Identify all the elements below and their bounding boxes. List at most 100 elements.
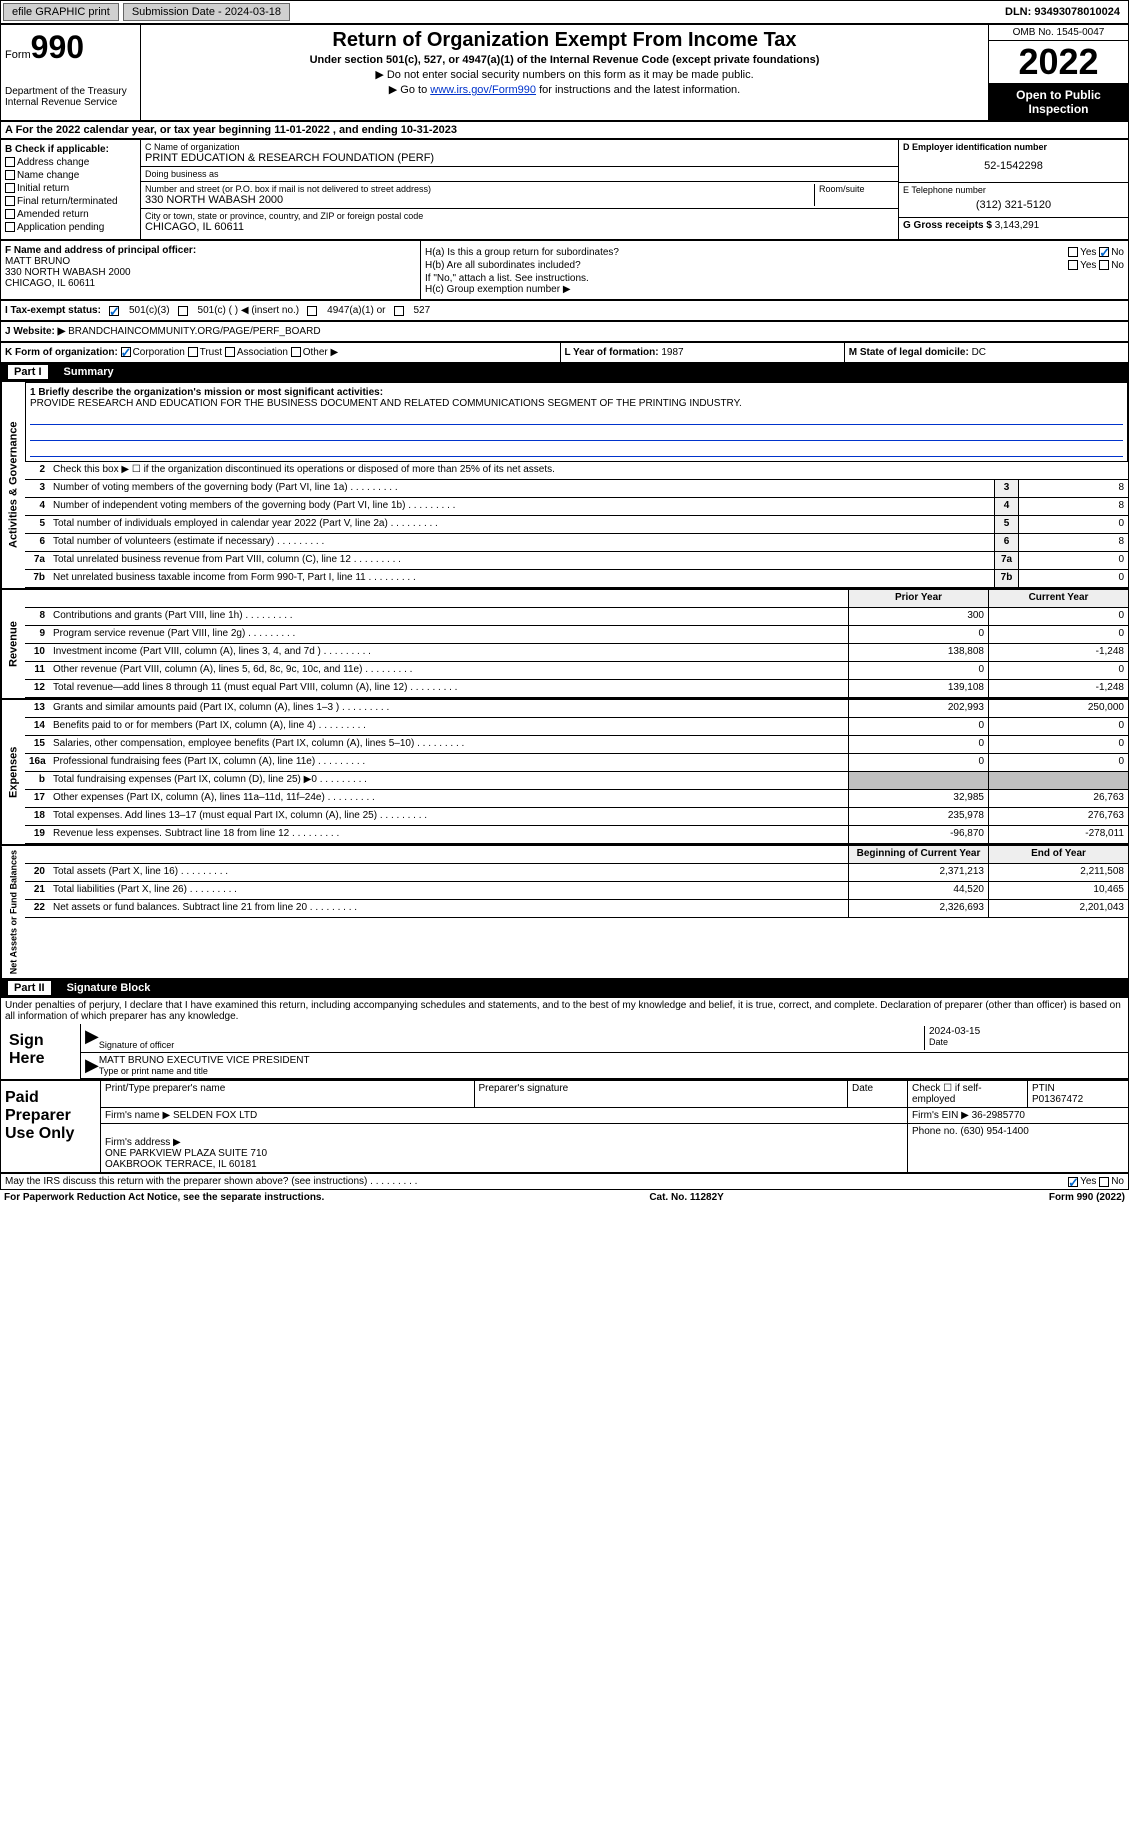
col-m: M State of legal domicile: DC — [845, 343, 1128, 362]
row-desc: Grants and similar amounts paid (Part IX… — [49, 700, 848, 717]
cb-corp[interactable] — [121, 347, 131, 357]
fin-row: 22 Net assets or fund balances. Subtract… — [25, 900, 1128, 918]
gov-row: 7a Total unrelated business revenue from… — [25, 552, 1128, 570]
cb-501c[interactable] — [178, 306, 188, 316]
row-desc: Total assets (Part X, line 16) — [49, 864, 848, 881]
prior-val: 138,808 — [848, 644, 988, 661]
row-num: 21 — [25, 882, 49, 899]
row-num: 19 — [25, 826, 49, 843]
cb-assoc[interactable] — [225, 347, 235, 357]
efile-print-button[interactable]: efile GRAPHIC print — [3, 3, 119, 21]
instr2-pre: ▶ Go to — [389, 84, 430, 96]
summary-governance: Activities & Governance 1 Briefly descri… — [0, 381, 1129, 589]
fin-desc-blank — [49, 590, 848, 607]
part1-title: Summary — [64, 366, 114, 378]
fin-row: 11 Other revenue (Part VIII, column (A),… — [25, 662, 1128, 680]
paid-preparer-row: Paid Preparer Use Only Print/Type prepar… — [0, 1080, 1129, 1173]
curr-val: 0 — [988, 754, 1128, 771]
cb-name-change[interactable]: Name change — [5, 170, 136, 181]
cb-501c3[interactable] — [109, 306, 119, 316]
hb-label: H(b) Are all subordinates included? — [425, 260, 581, 271]
instruction-2: ▶ Go to www.irs.gov/Form990 for instruct… — [145, 83, 984, 96]
row-numcol: 3 — [994, 480, 1018, 497]
ha-label: H(a) Is this a group return for subordin… — [425, 247, 619, 258]
website-val: BRANDCHAINCOMMUNITY.ORG/PAGE/PERF_BOARD — [68, 326, 320, 337]
hb-yes-checkbox[interactable] — [1068, 260, 1078, 270]
prior-val: 2,371,213 — [848, 864, 988, 881]
row-num: 7b — [25, 570, 49, 587]
cb-address-change[interactable]: Address change — [5, 157, 136, 168]
cb-other[interactable] — [291, 347, 301, 357]
l-label: L Year of formation: — [565, 347, 659, 358]
row-desc: Total unrelated business revenue from Pa… — [49, 552, 994, 569]
rev-content: Prior Year Current Year 8 Contributions … — [25, 590, 1128, 698]
dba-label: Doing business as — [145, 169, 894, 179]
org-name-cell: C Name of organization PRINT EDUCATION &… — [141, 140, 898, 167]
cb-4947[interactable] — [307, 306, 317, 316]
city-val: CHICAGO, IL 60611 — [145, 221, 894, 233]
gov-row: 7b Net unrelated business taxable income… — [25, 570, 1128, 588]
form-990: 990 — [31, 29, 84, 65]
m-val: DC — [972, 347, 986, 358]
i-label: I Tax-exempt status: — [5, 305, 101, 316]
col-c: C Name of organization PRINT EDUCATION &… — [141, 140, 898, 239]
curr-val: 2,201,043 — [988, 900, 1128, 917]
curr-val: 10,465 — [988, 882, 1128, 899]
curr-val — [988, 772, 1128, 789]
fin-row: b Total fundraising expenses (Part IX, c… — [25, 772, 1128, 790]
no-label: No — [1111, 247, 1124, 258]
ein-label: D Employer identification number — [903, 142, 1124, 152]
k-label: K Form of organization: — [5, 347, 118, 358]
ha-yes-checkbox[interactable] — [1068, 247, 1078, 257]
firm-name: SELDEN FOX LTD — [173, 1110, 257, 1121]
form-header: Form990 Department of the Treasury Inter… — [0, 24, 1129, 121]
part1-header: Part I Summary — [0, 363, 1129, 381]
cb-527[interactable] — [394, 306, 404, 316]
row-numcol: 6 — [994, 534, 1018, 551]
city-label: City or town, state or province, country… — [145, 211, 894, 221]
summary-expenses: Expenses 13 Grants and similar amounts p… — [0, 699, 1129, 845]
cb-initial-return[interactable]: Initial return — [5, 183, 136, 194]
cb-application-pending[interactable]: Application pending — [5, 222, 136, 233]
cb-final-return[interactable]: Final return/terminated — [5, 196, 136, 207]
m-label: M State of legal domicile: — [849, 347, 969, 358]
prep-name-label: Print/Type preparer's name — [101, 1081, 475, 1108]
officer-addr1: 330 NORTH WABASH 2000 — [5, 267, 416, 278]
submission-date-button[interactable]: Submission Date - 2024-03-18 — [123, 3, 290, 21]
hb-row: H(b) Are all subordinates included? Yes … — [425, 260, 1124, 271]
addr-val: 330 NORTH WABASH 2000 — [145, 194, 814, 206]
omb-number: OMB No. 1545-0047 — [989, 25, 1128, 41]
paperwork-notice: For Paperwork Reduction Act Notice, see … — [4, 1192, 324, 1203]
row-num: 13 — [25, 700, 49, 717]
prior-val: 0 — [848, 718, 988, 735]
col-b-header: B Check if applicable: — [5, 144, 136, 155]
row-desc: Total number of individuals employed in … — [49, 516, 994, 533]
may-irs-yes-checkbox[interactable] — [1068, 1177, 1078, 1187]
form-ref: Form 990 (2022) — [1049, 1192, 1125, 1203]
row-desc: Total revenue—add lines 8 through 11 (mu… — [49, 680, 848, 697]
irs-link[interactable]: www.irs.gov/Form990 — [430, 84, 536, 96]
prior-val: 300 — [848, 608, 988, 625]
hb-no-checkbox[interactable] — [1099, 260, 1109, 270]
sig-officer-label: Signature of officer — [99, 1040, 924, 1050]
row-num: 14 — [25, 718, 49, 735]
ha-no-checkbox[interactable] — [1099, 247, 1109, 257]
row-numcol: 4 — [994, 498, 1018, 515]
row-val: 8 — [1018, 534, 1128, 551]
cb-amended[interactable]: Amended return — [5, 209, 136, 220]
opt-4947: 4947(a)(1) or — [327, 305, 385, 316]
row-val: 0 — [1018, 570, 1128, 587]
cb-label: Final return/terminated — [17, 196, 118, 207]
org-name: PRINT EDUCATION & RESEARCH FOUNDATION (P… — [145, 152, 894, 164]
mission-text: PROVIDE RESEARCH AND EDUCATION FOR THE B… — [30, 398, 1123, 409]
line2-row: 2 Check this box ▶ ☐ if the organization… — [25, 462, 1128, 480]
opt-527: 527 — [414, 305, 431, 316]
row-num: 3 — [25, 480, 49, 497]
line-a: A For the 2022 calendar year, or tax yea… — [0, 121, 1129, 139]
k-assoc: Association — [237, 347, 288, 358]
vert-governance: Activities & Governance — [1, 382, 25, 588]
cb-trust[interactable] — [188, 347, 198, 357]
may-irs-no-checkbox[interactable] — [1099, 1177, 1109, 1187]
row-num: 22 — [25, 900, 49, 917]
cb-label: Application pending — [17, 222, 104, 233]
